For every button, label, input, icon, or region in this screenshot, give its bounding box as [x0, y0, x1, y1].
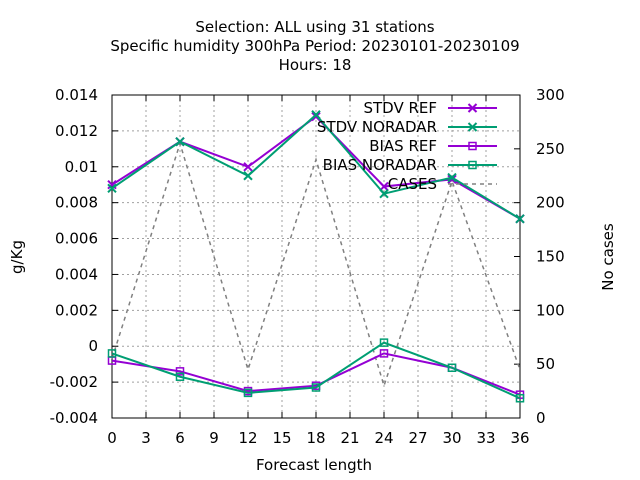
data-point-stdv-noradar [447, 172, 457, 183]
x-tick-label: 21 [340, 429, 359, 447]
legend-entry-bias-noradar: BIAS NORADAR [323, 156, 497, 174]
data-point-stdv-ref-stroke [447, 174, 457, 185]
y-tick-label: 0.008 [55, 194, 98, 212]
y2-tick-label: 150 [536, 248, 565, 266]
data-point-bias-noradar [447, 363, 457, 373]
data-point-bias-ref [379, 349, 389, 358]
legend-label-cases: CASES [388, 175, 437, 193]
data-point-stdv-noradar [243, 171, 253, 181]
data-point-bias-noradar [107, 349, 117, 358]
series-bias-noradar [107, 338, 525, 403]
series-line-cases [111, 140, 521, 389]
x-axis-label: Forecast length [256, 456, 372, 474]
legend-label-bias-noradar: BIAS NORADAR [323, 156, 437, 174]
data-point-stdv-noradar-stroke [243, 171, 253, 181]
legend-label-bias-ref: BIAS REF [369, 137, 437, 155]
data-point-stdv-ref-stroke [107, 180, 117, 190]
data-point-stdv-noradar [515, 214, 525, 224]
data-point-bias-noradar [175, 372, 185, 381]
y-axis-label: g/Kg [8, 240, 26, 274]
series-cases [111, 140, 521, 389]
legend-marker-stdv-noradar-stroke [467, 122, 478, 132]
y2-tick-label: 100 [536, 301, 565, 319]
legend-entry-bias-ref: BIAS REF [369, 137, 497, 155]
data-point-stdv-noradar-stroke [107, 183, 117, 194]
legend-entry-stdv-ref: STDV REF [363, 99, 497, 117]
data-point-stdv-ref [243, 162, 253, 172]
x-tick-label: 9 [209, 429, 219, 447]
x-tick-label: 15 [272, 429, 291, 447]
data-point-bias-noradar [311, 383, 321, 392]
legend-marker-stdv-noradar [467, 122, 478, 132]
y2-axis-label: No cases [599, 223, 617, 291]
chart-title-line-2: Specific humidity 300hPa Period: 2023010… [110, 37, 519, 55]
chart-title-line-1: Selection: ALL using 31 stations [195, 18, 434, 36]
legend-marker-stdv-ref-stroke [467, 103, 478, 113]
y-tick-label: 0.006 [55, 230, 98, 248]
x-tick-label: 24 [374, 429, 393, 447]
series-stdv-noradar [107, 110, 525, 224]
y2-tick-label: 0 [536, 409, 546, 427]
x-tick-label: 12 [238, 429, 257, 447]
y-tick-label: 0.002 [55, 301, 98, 319]
x-tick-label: 36 [510, 429, 529, 447]
data-point-stdv-noradar [175, 136, 185, 147]
legend-entry-stdv-noradar: STDV NORADAR [317, 118, 497, 136]
data-point-stdv-ref-stroke [243, 162, 253, 172]
data-point-bias-noradar [515, 394, 525, 403]
y2-tick-label: 250 [536, 140, 565, 158]
series-line-bias-noradar [111, 341, 521, 400]
y2-tick-label: 200 [536, 194, 565, 212]
x-tick-label: 0 [107, 429, 117, 447]
chart-title-line-3: Hours: 18 [279, 56, 352, 74]
data-point-stdv-noradar [379, 188, 389, 199]
legend-entry-cases: CASES [388, 175, 497, 193]
x-tick-label: 6 [175, 429, 185, 447]
x-tick-label: 30 [442, 429, 461, 447]
y-tick-label: 0 [88, 337, 98, 355]
data-point-stdv-noradar [107, 183, 117, 194]
y2-tick-label: 50 [536, 355, 555, 373]
legend-marker-stdv-ref [467, 103, 478, 113]
axes: 0 3 6 9 12 15 18 21 24 27 30 33 36-0.004-0.00200.002… [50, 86, 565, 447]
data-point-bias-noradar [379, 338, 389, 347]
y2-tick-label: 300 [536, 86, 565, 104]
y-tick-label: 0.01 [65, 158, 98, 176]
y-tick-label: 0.004 [55, 265, 98, 283]
data-point-stdv-ref [447, 174, 457, 185]
y-tick-label: 0.014 [55, 86, 98, 104]
data-point-stdv-noradar-stroke [175, 136, 185, 147]
grid-lines [112, 95, 520, 418]
legend-marker-bias-noradar [468, 160, 477, 170]
legend-label-stdv-noradar: STDV NORADAR [317, 118, 437, 136]
y-tick-label: -0.002 [50, 373, 98, 391]
x-tick-label: 3 [141, 429, 151, 447]
series-layer [107, 110, 525, 403]
data-point-stdv-ref-stroke [311, 111, 321, 122]
x-tick-label: 33 [476, 429, 495, 447]
x-tick-label: 27 [408, 429, 427, 447]
data-point-stdv-noradar [311, 110, 321, 120]
data-point-bias-noradar [243, 388, 253, 398]
data-point-bias-ref [175, 367, 185, 376]
y-tick-label: 0.012 [55, 122, 98, 140]
y-tick-label: -0.004 [50, 409, 98, 427]
legend-marker-bias-ref [468, 141, 477, 151]
x-tick-label: 18 [306, 429, 325, 447]
data-point-stdv-noradar-stroke [447, 172, 457, 183]
data-point-stdv-noradar-stroke [311, 110, 321, 120]
data-point-stdv-noradar-stroke [379, 188, 389, 199]
data-point-stdv-noradar-stroke [515, 214, 525, 224]
legend-label-stdv-ref: STDV REF [363, 99, 437, 117]
